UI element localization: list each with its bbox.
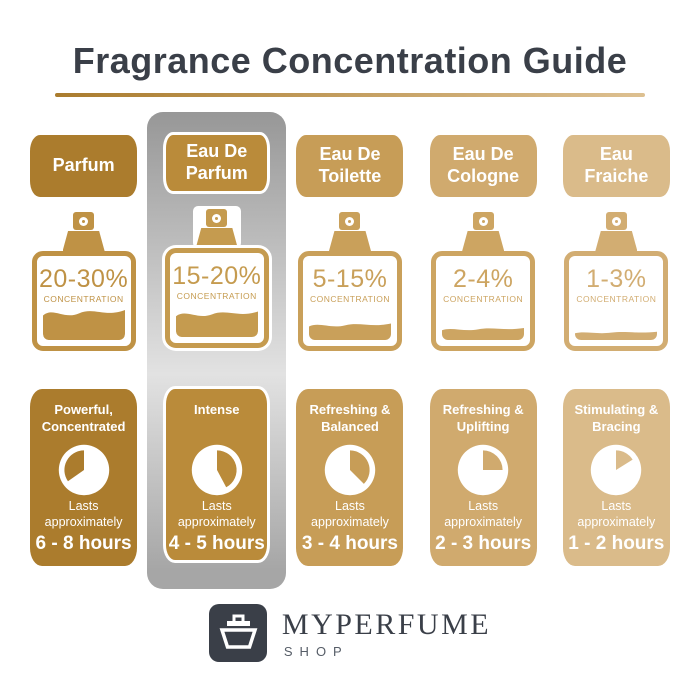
concentration-value: 20-30% bbox=[39, 265, 129, 293]
page-title: Fragrance Concentration Guide bbox=[72, 40, 628, 81]
fragrance-columns: Parfum 20-30% CONCENTRATION Powerful, Co… bbox=[17, 113, 683, 589]
concentration-value: 5-15% bbox=[312, 265, 388, 293]
spray-top bbox=[62, 212, 105, 251]
bottle-neck-icon bbox=[462, 231, 505, 251]
clock-icon bbox=[56, 442, 112, 498]
fragrance-column-eau-de-toilette: Eau De Toilette 5-15% CONCENTRATION Refr… bbox=[283, 113, 416, 589]
duration-value: 1 - 2 hours bbox=[568, 532, 665, 554]
brand-name: MYPERFUME bbox=[281, 607, 492, 641]
duration-value: 3 - 4 hours bbox=[301, 532, 398, 554]
category-badge: Eau De Cologne bbox=[429, 135, 537, 197]
duration-value: 4 - 5 hours bbox=[168, 532, 265, 554]
fragrance-column-eau-de-cologne: Eau De Cologne 2-4% CONCENTRATION Refres… bbox=[417, 113, 550, 589]
nozzle-dot-icon bbox=[79, 216, 89, 226]
concentration-label: CONCENTRATION bbox=[43, 294, 124, 304]
brand-subtitle: SHOP bbox=[283, 643, 349, 659]
spray-top bbox=[192, 206, 241, 248]
perfume-bottle-icon: 1-3% CONCENTRATION bbox=[564, 251, 669, 351]
concentration-value: 2-4% bbox=[452, 265, 514, 293]
nozzle-dot-icon bbox=[345, 216, 355, 226]
concentration-label: CONCENTRATION bbox=[309, 294, 390, 304]
title-underline bbox=[55, 93, 645, 97]
spray-top bbox=[595, 212, 638, 251]
clock-icon bbox=[322, 442, 378, 498]
perfume-bottle-icon: 5-15% CONCENTRATION bbox=[297, 251, 402, 351]
concentration-label: CONCENTRATION bbox=[176, 291, 257, 301]
spray-nozzle-icon bbox=[73, 212, 95, 230]
category-label: Parfum bbox=[52, 155, 115, 176]
lasts-label: Lasts approximately bbox=[577, 499, 656, 530]
concentration-label: CONCENTRATION bbox=[443, 294, 524, 304]
card-description: Intense bbox=[194, 402, 240, 417]
perfume-bottle-icon: 20-30% CONCENTRATION bbox=[31, 251, 136, 351]
nozzle-dot-icon bbox=[212, 213, 222, 223]
clock-icon bbox=[455, 442, 511, 498]
bottle-neck-icon bbox=[62, 231, 105, 251]
nozzle-dot-icon bbox=[478, 216, 488, 226]
concentration-value: 1-3% bbox=[586, 265, 647, 293]
spray-nozzle-icon bbox=[472, 212, 494, 230]
info-card: Refreshing & Balanced Lasts approximatel… bbox=[296, 389, 404, 566]
fragrance-column-parfum: Parfum 20-30% CONCENTRATION Powerful, Co… bbox=[17, 113, 150, 589]
card-description: Refreshing & Balanced bbox=[309, 402, 391, 434]
category-badge: Eau Fraiche bbox=[562, 135, 670, 197]
spray-top bbox=[462, 212, 505, 251]
bottle-neck-icon bbox=[328, 231, 371, 251]
brand-text: MYPERFUME SHOP bbox=[282, 608, 491, 659]
lasts-label: Lasts approximately bbox=[444, 499, 523, 530]
duration-value: 6 - 8 hours bbox=[35, 532, 132, 554]
card-description: Refreshing & Uplifting bbox=[442, 402, 524, 434]
clock-icon bbox=[588, 442, 644, 498]
card-description: Powerful, Concentrated bbox=[41, 402, 126, 434]
brand-logo bbox=[208, 604, 267, 662]
liquid-fill bbox=[42, 300, 125, 340]
brand-footer: MYPERFUME SHOP bbox=[0, 604, 700, 662]
lasts-label: Lasts approximately bbox=[44, 499, 123, 530]
category-badge: Eau De Toilette bbox=[296, 135, 404, 197]
category-label: Eau De Toilette bbox=[318, 144, 382, 186]
category-badge: Eau De Parfum bbox=[163, 132, 271, 194]
perfume-bottle-icon: 2-4% CONCENTRATION bbox=[431, 251, 536, 351]
concentration-label: CONCENTRATION bbox=[576, 294, 657, 304]
liquid-fill bbox=[175, 303, 258, 337]
liquid-fill bbox=[442, 324, 525, 340]
spray-nozzle-icon bbox=[206, 209, 228, 227]
bottle-neck-icon bbox=[195, 228, 238, 248]
liquid-fill bbox=[308, 318, 391, 340]
perfume-bottle-logo-icon bbox=[219, 614, 258, 649]
card-description: Stimulating & Bracing bbox=[574, 402, 659, 434]
clock-icon bbox=[189, 442, 245, 498]
category-label: Eau De Cologne bbox=[447, 144, 520, 186]
bottle-neck-icon bbox=[595, 231, 638, 251]
lasts-label: Lasts approximately bbox=[311, 499, 389, 530]
fragrance-column-eau-fraiche: Eau Fraiche 1-3% CONCENTRATION Stimulati… bbox=[550, 113, 683, 589]
info-card: Refreshing & Uplifting Lasts approximate… bbox=[429, 389, 537, 566]
info-card: Stimulating & Bracing Lasts approximatel… bbox=[562, 389, 670, 566]
info-card: Powerful, Concentrated Lasts approximate… bbox=[30, 389, 138, 566]
category-label: Eau Fraiche bbox=[584, 144, 649, 186]
spray-top bbox=[328, 212, 371, 251]
perfume-bottle-icon: 15-20% CONCENTRATION bbox=[164, 248, 269, 348]
lasts-label: Lasts approximately bbox=[177, 499, 256, 530]
info-card: Intense Lasts approximately 4 - 5 hours bbox=[163, 386, 271, 563]
nozzle-dot-icon bbox=[611, 216, 621, 226]
spray-nozzle-icon bbox=[339, 212, 361, 230]
fragrance-column-eau-de-parfum: Eau De Parfum 15-20% CONCENTRATION Inten… bbox=[150, 113, 283, 589]
category-label: Eau De Parfum bbox=[185, 141, 248, 183]
duration-value: 2 - 3 hours bbox=[435, 532, 532, 554]
concentration-value: 15-20% bbox=[172, 262, 262, 290]
category-badge: Parfum bbox=[30, 135, 138, 197]
spray-nozzle-icon bbox=[605, 212, 627, 230]
liquid-fill bbox=[575, 329, 658, 340]
